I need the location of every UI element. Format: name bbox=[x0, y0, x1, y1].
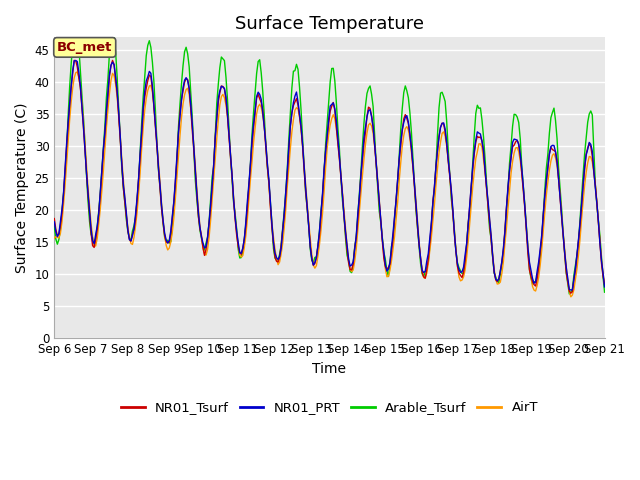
NR01_Tsurf bbox=[51, 216, 58, 221]
NR01_Tsurf bbox=[234, 244, 242, 250]
Arable_Tsurf bbox=[120, 184, 127, 190]
NR01_Tsurf bbox=[573, 253, 581, 259]
Arable_Tsurf bbox=[70, 28, 78, 34]
AirT bbox=[573, 266, 581, 272]
Legend: NR01_Tsurf, NR01_PRT, Arable_Tsurf, AirT: NR01_Tsurf, NR01_PRT, Arable_Tsurf, AirT bbox=[115, 396, 543, 420]
NR01_Tsurf bbox=[292, 96, 300, 101]
AirT bbox=[601, 281, 609, 287]
Title: Surface Temperature: Surface Temperature bbox=[235, 15, 424, 33]
AirT bbox=[567, 294, 575, 300]
NR01_PRT bbox=[573, 252, 581, 257]
NR01_PRT bbox=[292, 89, 300, 95]
Y-axis label: Surface Temperature (C): Surface Temperature (C) bbox=[15, 103, 29, 273]
Arable_Tsurf bbox=[601, 289, 609, 295]
Arable_Tsurf bbox=[51, 223, 58, 229]
NR01_Tsurf bbox=[70, 58, 78, 63]
NR01_Tsurf bbox=[601, 282, 609, 288]
Arable_Tsurf bbox=[573, 252, 581, 258]
NR01_PRT bbox=[601, 284, 609, 290]
X-axis label: Time: Time bbox=[312, 362, 346, 376]
Text: BC_met: BC_met bbox=[57, 41, 113, 54]
AirT bbox=[292, 105, 300, 110]
Arable_Tsurf bbox=[216, 65, 223, 71]
AirT bbox=[234, 241, 242, 247]
AirT bbox=[216, 102, 223, 108]
NR01_PRT bbox=[120, 180, 127, 186]
NR01_Tsurf bbox=[120, 184, 127, 190]
AirT bbox=[51, 235, 58, 241]
Arable_Tsurf bbox=[234, 246, 242, 252]
NR01_Tsurf bbox=[567, 290, 575, 296]
AirT bbox=[74, 69, 81, 75]
Line: AirT: AirT bbox=[54, 72, 605, 297]
Line: Arable_Tsurf: Arable_Tsurf bbox=[54, 31, 605, 294]
NR01_PRT bbox=[72, 58, 79, 63]
NR01_PRT bbox=[51, 219, 58, 225]
NR01_PRT bbox=[234, 240, 242, 246]
Line: NR01_Tsurf: NR01_Tsurf bbox=[54, 60, 605, 293]
NR01_Tsurf bbox=[244, 204, 252, 210]
Arable_Tsurf bbox=[566, 291, 573, 297]
NR01_PRT bbox=[216, 88, 223, 94]
NR01_PRT bbox=[244, 198, 252, 204]
Arable_Tsurf bbox=[292, 61, 300, 67]
NR01_Tsurf bbox=[216, 90, 223, 96]
Line: NR01_PRT: NR01_PRT bbox=[54, 60, 605, 290]
AirT bbox=[244, 216, 252, 221]
Arable_Tsurf bbox=[244, 203, 252, 208]
AirT bbox=[120, 175, 127, 181]
NR01_PRT bbox=[567, 287, 575, 293]
